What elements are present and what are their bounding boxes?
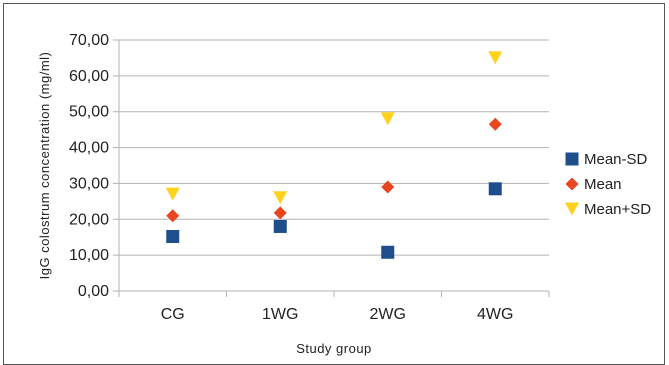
data-markers xyxy=(165,51,503,259)
legend-label: Mean-SD xyxy=(584,151,648,168)
x-tick-labels: CG 1WG 2WG 4WG xyxy=(161,306,514,323)
y-tick-label: 30,00 xyxy=(69,175,109,192)
y-tick-label: 60,00 xyxy=(69,68,109,85)
data-point xyxy=(488,117,502,131)
chart-frame: 0,00 10,00 20,00 30,00 40,00 50,00 60,00 70,00 … xyxy=(3,3,665,365)
x-tick-label: 2WG xyxy=(370,306,406,323)
legend-marker xyxy=(565,202,579,216)
y-axis-title: IgG colostrum concentration (mg/ml) xyxy=(37,52,52,280)
x-tick-label: 1WG xyxy=(262,306,298,323)
legend: Mean-SD Mean Mean+SD xyxy=(565,151,651,218)
grid-lines xyxy=(119,39,549,256)
data-point xyxy=(273,219,287,233)
y-tick-label: 20,00 xyxy=(69,211,109,228)
data-point xyxy=(380,112,395,126)
data-point xyxy=(166,209,180,223)
data-point xyxy=(273,191,288,205)
y-tick-label: 50,00 xyxy=(69,104,109,121)
y-tick-label: 10,00 xyxy=(69,247,109,264)
x-tick-label: CG xyxy=(161,306,185,323)
data-point xyxy=(488,51,503,65)
axes xyxy=(113,39,550,297)
y-tick-label: 0,00 xyxy=(78,283,109,300)
y-tick-label: 70,00 xyxy=(69,32,109,49)
x-tick-label: 4WG xyxy=(477,306,513,323)
y-tick-labels: 0,00 10,00 20,00 30,00 40,00 50,00 60,00 70,00 xyxy=(69,32,109,300)
y-tick-label: 40,00 xyxy=(69,140,109,157)
data-point xyxy=(488,182,502,196)
legend-label: Mean+SD xyxy=(584,201,651,218)
x-axis-title: Study group xyxy=(296,341,372,356)
legend-label: Mean xyxy=(584,176,622,193)
data-point xyxy=(165,187,180,201)
data-point xyxy=(381,245,395,259)
data-point xyxy=(166,229,180,243)
scatter-chart: 0,0010,0020,0030,0040,0050,0060,0070,00 … xyxy=(37,32,651,356)
legend-marker xyxy=(565,152,579,166)
legend-marker xyxy=(565,177,579,191)
data-point xyxy=(381,180,395,194)
data-point xyxy=(273,206,287,220)
